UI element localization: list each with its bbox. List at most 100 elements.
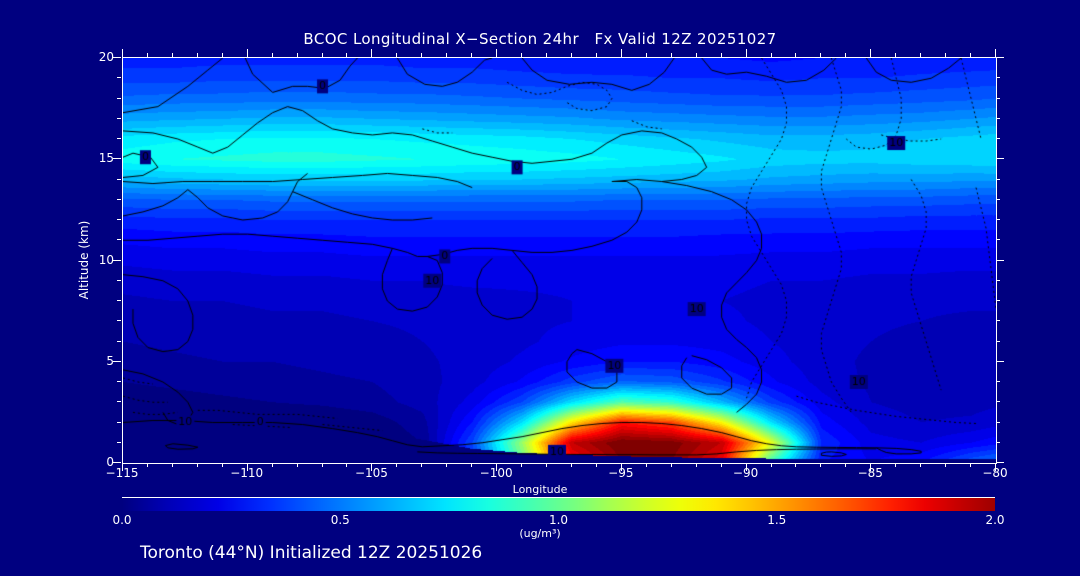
- colorbar-tick-label: 1.5: [767, 513, 787, 527]
- tick-mark: [117, 340, 121, 342]
- tick-mark: [221, 53, 223, 57]
- tick-mark: [346, 53, 348, 57]
- tick-mark: [113, 462, 121, 463]
- tick-mark: [745, 463, 747, 471]
- colorbar-gradient: [122, 497, 995, 511]
- tick-mark: [117, 300, 121, 301]
- tick-mark: [996, 97, 1000, 99]
- tick-mark: [996, 300, 1000, 301]
- tick-mark: [117, 401, 121, 403]
- tick-mark: [146, 463, 148, 467]
- tick-mark: [117, 198, 121, 200]
- tick-mark: [321, 53, 323, 57]
- tick-mark: [371, 49, 373, 57]
- tick-mark: [996, 421, 1000, 423]
- tick-mark: [996, 138, 1000, 139]
- tick-mark: [171, 53, 173, 57]
- tick-mark: [117, 138, 121, 139]
- tick-mark: [720, 53, 722, 57]
- tick-mark: [446, 53, 448, 57]
- x-tick-label: −100: [479, 466, 513, 480]
- tick-mark: [996, 219, 1000, 220]
- tick-mark: [446, 463, 448, 467]
- tick-mark: [171, 463, 173, 467]
- colorbar-tick-label: 0.0: [112, 513, 132, 527]
- tick-mark: [246, 463, 248, 471]
- x-tick-label: −105: [354, 466, 388, 480]
- tick-mark: [595, 53, 597, 57]
- tick-mark: [645, 463, 647, 467]
- tick-mark: [117, 117, 121, 119]
- tick-mark: [996, 401, 1000, 403]
- tick-mark: [820, 463, 822, 467]
- tick-mark: [995, 463, 996, 471]
- tick-mark: [570, 463, 572, 467]
- tick-mark: [496, 463, 498, 471]
- tick-mark: [845, 53, 847, 57]
- tick-mark: [996, 178, 1000, 180]
- y-tick-label: 20: [98, 50, 114, 64]
- cross-section-heatmap: [123, 58, 996, 463]
- tick-mark: [996, 158, 1004, 160]
- tick-mark: [346, 463, 348, 467]
- tick-mark: [521, 463, 523, 467]
- tick-mark: [396, 53, 398, 57]
- tick-mark: [770, 463, 772, 467]
- tick-mark: [996, 77, 1000, 79]
- tick-mark: [996, 360, 1004, 362]
- tick-mark: [920, 463, 922, 467]
- tick-mark: [117, 178, 121, 180]
- tick-mark: [117, 77, 121, 79]
- tick-mark: [795, 463, 797, 467]
- y-tick-label: 15: [98, 151, 114, 166]
- y-axis-title: Altitude (km): [77, 220, 91, 300]
- tick-mark: [996, 117, 1000, 119]
- tick-mark: [595, 463, 597, 467]
- tick-mark: [695, 53, 697, 57]
- tick-mark: [820, 53, 822, 57]
- tick-mark: [996, 259, 1004, 261]
- tick-mark: [620, 463, 622, 471]
- x-tick-label: −115: [105, 466, 139, 480]
- tick-mark: [645, 53, 647, 57]
- tick-mark: [996, 239, 1000, 241]
- y-tick-label: 5: [106, 353, 114, 368]
- tick-mark: [996, 57, 1004, 58]
- tick-mark: [117, 421, 121, 423]
- tick-mark: [471, 53, 473, 57]
- tick-mark: [117, 219, 121, 220]
- tick-mark: [970, 463, 972, 467]
- tick-mark: [296, 463, 298, 467]
- tick-mark: [421, 463, 423, 467]
- tick-mark: [845, 463, 847, 467]
- tick-mark: [371, 463, 373, 471]
- tick-mark: [996, 441, 1000, 443]
- tick-mark: [113, 57, 121, 58]
- tick-mark: [196, 53, 198, 57]
- tick-mark: [795, 53, 797, 57]
- x-tick-label: −85: [857, 466, 883, 480]
- x-tick-label: −80: [982, 466, 1008, 480]
- tick-mark: [122, 49, 123, 57]
- tick-mark: [770, 53, 772, 57]
- tick-mark: [670, 53, 672, 57]
- y-tick-label: 0: [106, 455, 114, 469]
- tick-mark: [996, 340, 1000, 342]
- colorbar: [122, 497, 995, 511]
- tick-mark: [321, 463, 323, 467]
- y-tick-label: 10: [98, 252, 114, 267]
- tick-mark: [920, 53, 922, 57]
- tick-mark: [996, 279, 1000, 281]
- tick-mark: [196, 463, 198, 467]
- tick-mark: [670, 463, 672, 467]
- x-tick-label: −95: [608, 466, 634, 480]
- tick-mark: [870, 49, 872, 57]
- tick-mark: [870, 463, 872, 471]
- tick-mark: [546, 53, 548, 57]
- tick-mark: [146, 53, 148, 57]
- tick-mark: [496, 49, 498, 57]
- tick-mark: [570, 53, 572, 57]
- tick-mark: [745, 49, 747, 57]
- tick-mark: [895, 463, 897, 467]
